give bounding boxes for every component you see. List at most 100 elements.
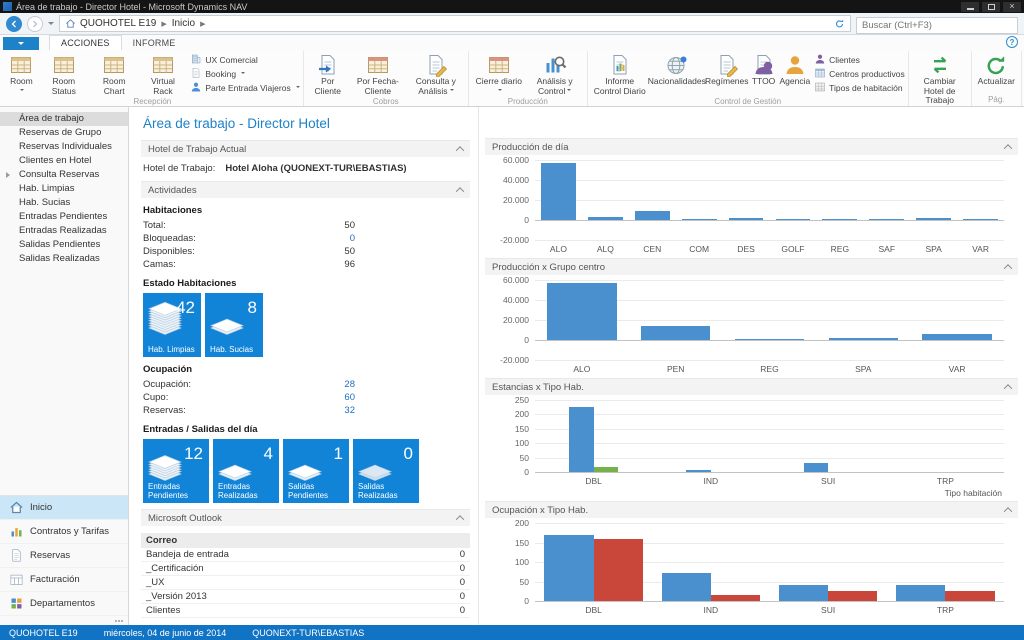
collapse-chevron-icon[interactable] [1003,144,1013,153]
collapse-chevron-icon[interactable] [455,515,465,524]
bar-spa[interactable] [916,218,951,220]
refresh-address-icon[interactable] [834,18,845,29]
bar-ind-s2[interactable] [710,595,761,601]
sidebar-item-salidas-realizadas[interactable]: Salidas Realizadas [0,252,128,266]
maximize-button[interactable] [982,1,1000,12]
sidebar-item-consulta-reservas[interactable]: Consulta Reservas [0,168,128,182]
tile-hab-limpias[interactable]: 42 Hab. Limpias [143,293,201,357]
ribbon-button-tipos-de-habitacion[interactable]: Tipos de habitación [814,82,905,94]
help-icon[interactable] [1006,36,1018,48]
ribbon-button-room[interactable]: Room [5,51,38,96]
breadcrumb-item-inicio[interactable]: Inicio [171,18,196,29]
sidebar-item-inicio[interactable]: Inicio [0,496,128,520]
history-dropdown-icon[interactable] [48,22,54,28]
sidebar-item-entradas-pendientes[interactable]: Entradas Pendientes [0,210,128,224]
tile-salidas-pendientes[interactable]: 1 Salidas Pendientes [283,439,349,503]
ribbon-button-centros-productivos[interactable]: Centros productivos [814,68,905,80]
forward-button[interactable] [27,15,43,32]
stat-value-reservas[interactable]: 32 [344,405,355,416]
outlook-folder-bandeja-de-entrada[interactable]: Bandeja de entrada 0 [141,548,470,562]
sidebar-item-reservas-individuales[interactable]: Reservas Individuales [0,140,128,154]
sidebar-item-area-de-trabajo[interactable]: Área de trabajo [0,112,128,126]
bar-com[interactable] [681,218,717,220]
collapse-chevron-icon[interactable] [455,187,465,196]
sidebar-item-reservas[interactable]: Reservas [0,544,128,568]
sidebar-item-departamentos[interactable]: Departamentos [0,592,128,616]
bar-dbl-s1[interactable] [544,535,594,601]
collapse-chevron-icon[interactable] [1003,264,1013,273]
outlook-folder-certificacion[interactable]: _Certificación 0 [141,562,470,576]
home-icon[interactable] [65,18,76,29]
sidebar-item-facturacion[interactable]: Facturación [0,568,128,592]
bar-golf[interactable] [775,219,811,220]
bar-ind-s1[interactable] [661,572,711,601]
tile-salidas-realizadas[interactable]: 0 Salidas Realizadas [353,439,419,503]
bar-alo[interactable] [541,163,576,220]
bar-ind-s1[interactable] [686,469,711,472]
tile-hab-sucias[interactable]: 8 Hab. Sucias [205,293,263,357]
sidebar-item-entradas-realizadas[interactable]: Entradas Realizadas [0,224,128,238]
stat-value-cupo[interactable]: 60 [344,392,355,403]
tab-informe[interactable]: INFORME [132,38,176,48]
breadcrumb-item-quohotel-e19[interactable]: QUOHOTEL E19 [80,18,157,29]
ribbon-button-parte-entrada-viajeros[interactable]: Parte Entrada Viajeros [190,82,300,94]
bar-dbl-s2[interactable] [593,466,619,472]
ribbon-button-actualizar[interactable]: Actualizar [975,51,1018,87]
ribbon-button-consulta-y-analisis[interactable]: Consulta y Análisis [407,51,465,96]
bar-sui-s2[interactable] [828,591,878,601]
sidebar-item-hab-limpias[interactable]: Hab. Limpias [0,182,128,196]
bar-sui-s1[interactable] [803,462,829,472]
status-workdate[interactable]: miércoles, 04 de junio de 2014 [103,627,227,638]
application-menu-button[interactable] [3,37,39,50]
bar-trp-s2[interactable] [945,591,995,601]
ribbon-button-ttoo[interactable]: TTOO [749,51,779,87]
bar-spa[interactable] [828,338,898,340]
search-input[interactable] [856,17,1018,34]
minimize-button[interactable] [961,1,979,12]
expand-arrow-icon[interactable] [6,172,10,178]
bar-alq[interactable] [587,216,623,220]
bar-reg[interactable] [822,219,858,220]
bar-alo[interactable] [547,283,617,340]
bar-trp-s1[interactable] [896,585,946,601]
ribbon-button-agencia[interactable]: Agencia [779,51,812,87]
stat-value-bloqueadas[interactable]: 0 [349,233,355,244]
ribbon-button-regimenes[interactable]: Regímenes [705,51,749,87]
close-button[interactable]: × [1003,1,1021,12]
ribbon-button-por-fecha-cliente[interactable]: Por Fecha-Cliente [349,51,407,96]
tile-entradas-pendientes[interactable]: 12 Entradas Pendientes [143,439,209,503]
collapse-chevron-icon[interactable] [1003,384,1013,393]
stat-value-ocupacion[interactable]: 28 [344,379,355,390]
ribbon-button-analisis-y-control[interactable]: Análisis y Control [526,51,584,96]
bar-pen[interactable] [640,326,711,340]
status-company[interactable]: QUOHOTEL E19 [9,627,78,638]
tile-entradas-realizadas[interactable]: 4 Entradas Realizadas [213,439,279,503]
ribbon-button-virtual-rack[interactable]: Virtual Rack [139,51,188,96]
sidebar-item-salidas-pendientes[interactable]: Salidas Pendientes [0,238,128,252]
outlook-folder-ux[interactable]: _UX 0 [141,576,470,590]
outlook-folder-clientes[interactable]: Clientes 0 [141,604,470,618]
ribbon-button-cierre-diario[interactable]: Cierre diario [472,51,526,96]
ribbon-button-ux-comercial[interactable]: UX Comercial [190,54,299,66]
ribbon-button-informe-control-diario[interactable]: Informe Control Diario [591,51,649,96]
outlook-folder-version-2013[interactable]: _Versión 2013 0 [141,590,470,604]
bar-des[interactable] [728,217,764,220]
sidebar-item-contratos-y-tarifas[interactable]: Contratos y Tarifas [0,520,128,544]
ribbon-button-room-chart[interactable]: Room Chart [90,51,139,96]
bar-dbl-s1[interactable] [569,407,594,472]
navpane-expander[interactable] [0,616,128,625]
ribbon-button-nacionalidades[interactable]: Nacionalidades [648,51,706,87]
ribbon-button-cambiar-hotel-de-trabajo[interactable]: Cambiar Hotel de Trabajo [912,51,968,106]
collapse-chevron-icon[interactable] [455,146,465,155]
ribbon-button-clientes[interactable]: Clientes [814,54,905,66]
collapse-chevron-icon[interactable] [1003,507,1013,516]
bar-var[interactable] [963,218,998,220]
sidebar-item-hab-sucias[interactable]: Hab. Sucias [0,196,128,210]
bar-sui-s1[interactable] [778,585,829,601]
ribbon-button-booking[interactable]: Booking [190,68,299,80]
bar-reg[interactable] [734,339,805,340]
sidebar-item-reservas-de-grupo[interactable]: Reservas de Grupo [0,126,128,140]
ribbon-button-room-status[interactable]: Room Status [38,51,90,96]
ribbon-button-por-cliente[interactable]: Por Cliente [307,51,349,96]
bar-var[interactable] [922,333,992,340]
